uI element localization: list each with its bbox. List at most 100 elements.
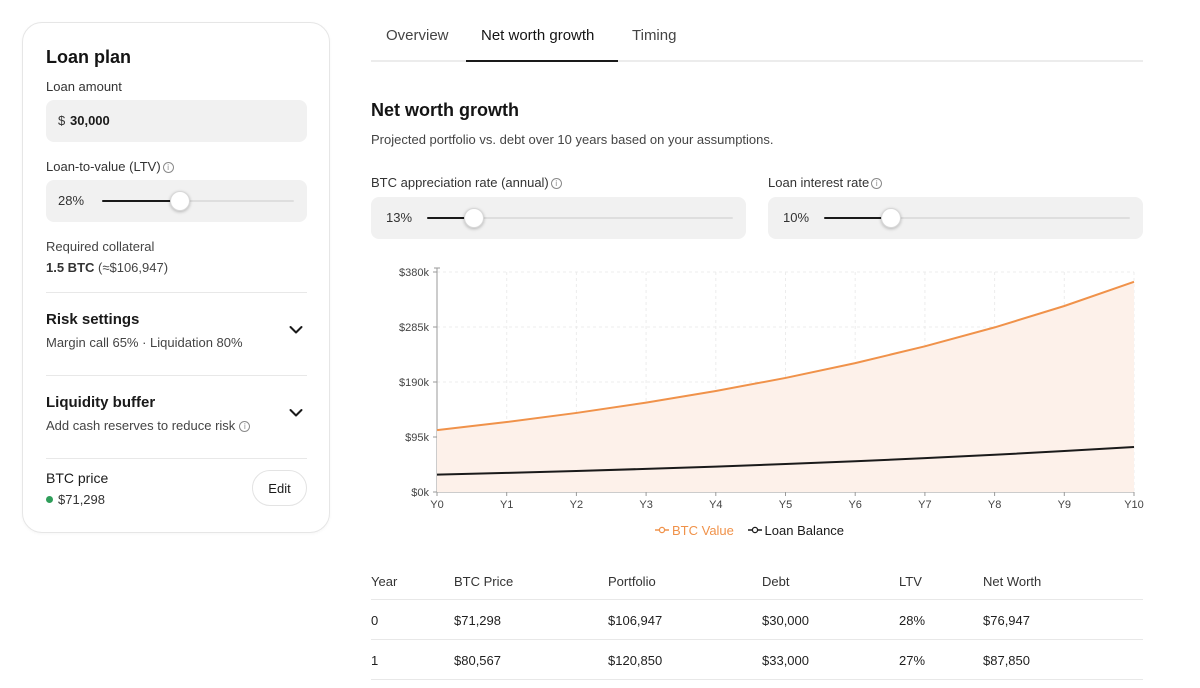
interest-label: Loan interest rate i <box>768 175 883 190</box>
info-icon[interactable]: i <box>239 421 251 432</box>
projection-table: Year BTC Price Portfolio Debt LTV Net Wo… <box>371 563 1143 680</box>
x-tick-label: Y9 <box>1058 499 1071 511</box>
interest-label-text: Loan interest rate <box>768 175 870 190</box>
x-tick-label: Y2 <box>570 499 583 511</box>
tab-timing[interactable]: Timing <box>632 27 677 44</box>
appreciation-control: 13% <box>371 197 746 239</box>
page-subtitle: Projected portfolio vs. debt over 10 yea… <box>371 132 774 147</box>
cell-net-worth: $87,850 <box>983 653 1030 668</box>
x-tick-label: Y3 <box>639 499 652 511</box>
x-tick-label: Y10 <box>1124 499 1144 511</box>
liquidity-buffer-text: Add cash reserves to reduce risk <box>46 418 236 433</box>
loan-balance-line <box>436 445 1135 476</box>
btc-price-value: $71,298 <box>58 492 105 507</box>
x-tick-label: Y8 <box>988 499 1001 511</box>
appreciation-slider[interactable] <box>427 208 733 228</box>
x-tick-label: Y1 <box>500 499 513 511</box>
header-year: Year <box>371 574 398 589</box>
btc-price: $71,298 <box>46 492 105 507</box>
edit-button[interactable]: Edit <box>252 470 307 506</box>
slider-thumb[interactable] <box>170 191 190 211</box>
appreciation-value: 13% <box>386 210 413 225</box>
slider-thumb[interactable] <box>464 208 484 228</box>
liquidity-buffer-summary: Add cash reserves to reduce risk i <box>46 418 251 433</box>
slider-thumb[interactable] <box>881 208 901 228</box>
loan-plan-card: Loan plan Loan amount $ 30,000 Loan-to-v… <box>22 22 330 533</box>
header-ltv: LTV <box>899 574 922 589</box>
liquidity-buffer-title: Liquidity buffer <box>46 394 156 411</box>
y-tick-label: $0k <box>411 487 429 499</box>
cell-ltv: 27% <box>899 653 926 668</box>
loan-plan-title: Loan plan <box>46 47 131 67</box>
slider-track <box>102 200 294 202</box>
cell-year: 1 <box>371 653 379 668</box>
divider <box>46 375 307 376</box>
x-tick-label: Y4 <box>709 499 722 511</box>
cell-year: 0 <box>371 613 379 628</box>
divider <box>46 292 307 293</box>
ltv-label-text: Loan-to-value (LTV) <box>46 159 161 174</box>
cell-net-worth: $76,947 <box>983 613 1030 628</box>
chevron-down-icon[interactable] <box>289 325 303 335</box>
collateral-value: 1.5 BTC (≈$106,947) <box>46 260 168 275</box>
currency-symbol: $ <box>58 113 66 128</box>
cell-portfolio: $106,947 <box>608 613 663 628</box>
y-tick-label: $285k <box>399 322 429 334</box>
y-tick-label: $190k <box>399 377 429 389</box>
interest-control: 10% <box>768 197 1143 239</box>
ltv-control: 28% <box>46 180 307 222</box>
cell-debt: $33,000 <box>762 653 809 668</box>
collateral-usd: (≈$106,947) <box>98 260 169 275</box>
status-dot-icon <box>46 496 53 503</box>
appreciation-label-text: BTC appreciation rate (annual) <box>371 175 549 190</box>
legend-label: Loan Balance <box>764 523 845 538</box>
cell-portfolio: $120,850 <box>608 653 663 668</box>
table-row: 0 $71,298 $106,947 $30,000 28% $76,947 <box>371 600 1143 640</box>
x-tick-label: Y6 <box>848 499 861 511</box>
x-tick-label: Y7 <box>918 499 931 511</box>
table-header: Year BTC Price Portfolio Debt LTV Net Wo… <box>371 563 1143 600</box>
x-tick-label: Y0 <box>430 499 443 511</box>
chevron-down-icon[interactable] <box>289 408 303 418</box>
info-icon[interactable]: i <box>871 178 883 189</box>
loan-amount-label: Loan amount <box>46 79 122 94</box>
y-tick-label: $95k <box>405 432 429 444</box>
tab-overview[interactable]: Overview <box>386 27 449 44</box>
loan-amount-value: 30,000 <box>70 113 110 128</box>
tab-net-worth-growth[interactable]: Net worth growth <box>481 27 595 44</box>
btc-value-area <box>437 281 1134 492</box>
cell-debt: $30,000 <box>762 613 809 628</box>
header-debt: Debt <box>762 574 790 589</box>
btc-price-label: BTC price <box>46 470 109 486</box>
net-worth-chart: $0k $95k $190k $285k $380k Y0 Y1 Y2 Y3 Y4 Y5 Y6 Y7 Y8… <box>399 267 1144 511</box>
ltv-slider[interactable] <box>102 191 294 211</box>
interest-value: 10% <box>783 210 810 225</box>
y-tick-label: $380k <box>399 267 429 279</box>
header-net-worth: Net Worth <box>983 574 1042 589</box>
loan-amount-input[interactable]: $ 30,000 <box>46 100 307 142</box>
slider-fill <box>102 200 180 202</box>
ltv-value: 28% <box>58 193 85 208</box>
x-tick-label: Y5 <box>779 499 792 511</box>
cell-ltv: 28% <box>899 613 926 628</box>
risk-settings-summary: Margin call 65% · Liquidation 80% <box>46 335 243 350</box>
ltv-label: Loan-to-value (LTV) i <box>46 159 174 174</box>
cell-btc-price: $71,298 <box>454 613 501 628</box>
risk-settings-title: Risk settings <box>46 311 140 328</box>
appreciation-label: BTC appreciation rate (annual) i <box>371 175 562 190</box>
divider <box>46 458 307 459</box>
info-icon[interactable]: i <box>550 178 562 189</box>
active-tab-indicator <box>466 60 618 62</box>
legend-label: BTC Value <box>672 523 734 538</box>
interest-slider[interactable] <box>824 208 1130 228</box>
slider-fill <box>824 217 891 219</box>
legend-btc-value[interactable]: BTC Value <box>655 523 734 538</box>
slider-track <box>824 217 1130 219</box>
legend-loan-balance[interactable]: Loan Balance <box>747 523 845 538</box>
header-btc-price: BTC Price <box>454 574 514 589</box>
btc-value-line <box>436 280 1135 432</box>
collateral-label: Required collateral <box>46 239 155 254</box>
table-row: 1 $80,567 $120,850 $33,000 27% $87,850 <box>371 640 1143 680</box>
tab-bar: Overview Net worth growth Timing <box>371 0 1143 62</box>
info-icon[interactable]: i <box>162 162 174 173</box>
